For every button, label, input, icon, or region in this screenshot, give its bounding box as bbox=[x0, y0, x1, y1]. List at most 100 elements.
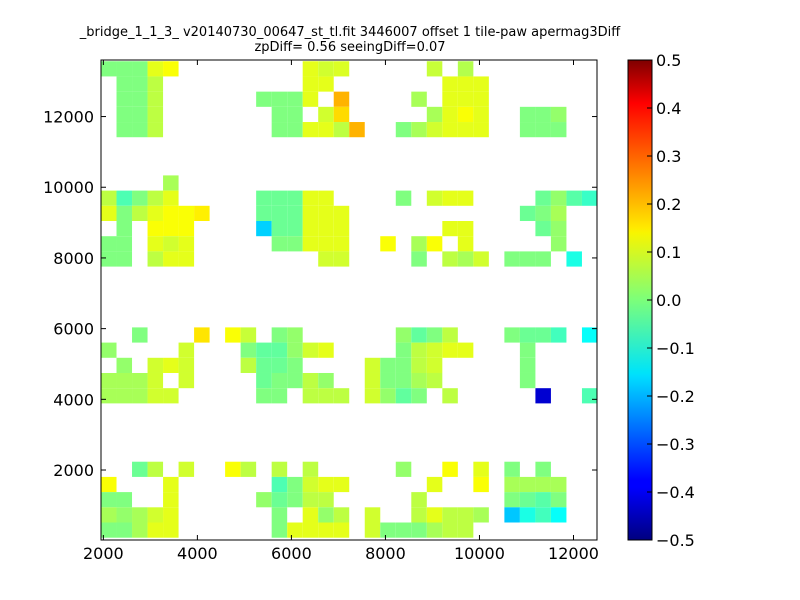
heatmap-cell bbox=[504, 327, 520, 343]
heatmap-cell bbox=[271, 122, 288, 138]
heatmap-cell bbox=[426, 507, 443, 523]
heatmap-cell bbox=[101, 372, 117, 389]
heatmap-cell bbox=[178, 205, 195, 222]
heatmap-cell bbox=[535, 122, 551, 138]
heatmap-cell bbox=[364, 507, 381, 523]
heatmap-cell bbox=[519, 492, 536, 508]
heatmap-cell bbox=[426, 106, 443, 123]
heatmap-cell bbox=[271, 388, 288, 404]
heatmap-cell bbox=[535, 492, 551, 508]
heatmap-cell bbox=[163, 61, 179, 77]
heatmap-cell bbox=[550, 507, 567, 523]
heatmap-cell bbox=[318, 492, 334, 508]
heatmap-cell bbox=[318, 507, 334, 523]
heatmap-cell bbox=[550, 205, 567, 222]
heatmap-cell bbox=[318, 522, 334, 538]
heatmap-cell bbox=[256, 190, 272, 206]
colorbar-tick-label: −0.5 bbox=[656, 531, 695, 550]
heatmap-cell bbox=[101, 507, 117, 523]
heatmap-cell bbox=[256, 342, 272, 358]
heatmap-cell bbox=[163, 205, 179, 222]
heatmap-cell bbox=[318, 106, 334, 123]
heatmap-cell bbox=[256, 388, 272, 404]
heatmap-cell bbox=[302, 372, 319, 389]
heatmap-cell bbox=[116, 251, 133, 267]
heatmap-cell bbox=[287, 106, 303, 123]
heatmap-cell bbox=[147, 106, 164, 123]
heatmap-cell bbox=[411, 327, 427, 343]
heatmap-cell bbox=[504, 461, 520, 477]
heatmap-cell bbox=[163, 388, 179, 404]
heatmap-cell bbox=[411, 522, 427, 538]
heatmap-cell bbox=[426, 190, 443, 206]
heatmap-cell bbox=[457, 342, 474, 358]
heatmap-cell bbox=[132, 122, 148, 138]
heatmap-cell bbox=[163, 175, 179, 191]
heatmap-cell bbox=[411, 236, 427, 252]
heatmap-cell bbox=[302, 190, 319, 206]
heatmap-cell bbox=[426, 476, 443, 493]
heatmap-cell bbox=[333, 236, 350, 252]
heatmap-cell bbox=[101, 251, 117, 267]
heatmap-cell bbox=[550, 492, 567, 508]
heatmap-cell bbox=[147, 122, 164, 138]
heatmap-cell bbox=[535, 461, 551, 477]
y-tick-label: 2000 bbox=[53, 461, 94, 480]
heatmap-cell bbox=[240, 461, 257, 477]
heatmap-cell bbox=[271, 327, 288, 343]
heatmap-cell bbox=[302, 507, 319, 523]
heatmap-cell bbox=[132, 507, 148, 523]
heatmap-cell bbox=[302, 205, 319, 222]
heatmap-cell bbox=[519, 251, 536, 267]
heatmap-cell bbox=[287, 492, 303, 508]
heatmap-cell bbox=[116, 221, 133, 237]
heatmap-cell bbox=[147, 461, 164, 477]
colorbar-tick-label: −0.3 bbox=[656, 435, 695, 454]
colorbar-tick-label: 0.5 bbox=[656, 51, 681, 70]
heatmap-cell bbox=[132, 372, 148, 389]
heatmap-cell bbox=[194, 205, 210, 222]
heatmap-cell bbox=[271, 205, 288, 222]
heatmap-cell bbox=[426, 327, 443, 343]
heatmap-cell bbox=[550, 221, 567, 237]
heatmap-cell bbox=[271, 476, 288, 493]
heatmap-cell bbox=[116, 106, 133, 123]
heatmap-cell bbox=[116, 76, 133, 92]
heatmap-cell bbox=[287, 327, 303, 343]
heatmap-cell bbox=[271, 91, 288, 107]
heatmap-cell bbox=[442, 122, 458, 138]
heatmap-cell bbox=[550, 327, 567, 343]
heatmap-cell bbox=[380, 372, 396, 389]
heatmap-cell bbox=[519, 122, 536, 138]
heatmap-cell bbox=[147, 221, 164, 237]
heatmap-cell bbox=[426, 522, 443, 538]
heatmap-cell bbox=[147, 205, 164, 222]
heatmap-cell bbox=[287, 221, 303, 237]
heatmap-cell bbox=[318, 61, 334, 77]
heatmap-cell bbox=[519, 205, 536, 222]
heatmap-cell bbox=[581, 327, 597, 343]
heatmap-cell bbox=[550, 122, 567, 138]
heatmap-cell bbox=[101, 522, 117, 538]
heatmap-cell bbox=[364, 372, 381, 389]
heatmap-cell bbox=[147, 388, 164, 404]
heatmap-cell bbox=[132, 461, 148, 477]
heatmap-cell bbox=[442, 461, 458, 477]
heatmap-cell bbox=[256, 221, 272, 237]
heatmap-cell bbox=[333, 205, 350, 222]
heatmap-cell bbox=[302, 76, 319, 92]
heatmap-cell bbox=[132, 388, 148, 404]
colorbar-tick-label: −0.2 bbox=[656, 387, 695, 406]
heatmap-cell bbox=[147, 357, 164, 373]
heatmap-cell bbox=[581, 388, 597, 404]
heatmap-cell bbox=[411, 492, 427, 508]
heatmap-cell bbox=[318, 342, 334, 358]
colorbar-tick-label: 0.4 bbox=[656, 99, 681, 118]
x-tick-label: 12000 bbox=[548, 544, 599, 563]
heatmap-cell bbox=[271, 236, 288, 252]
heatmap-cell bbox=[535, 251, 551, 267]
heatmap-cell bbox=[318, 476, 334, 493]
heatmap-cell bbox=[194, 327, 210, 343]
heatmap-cell bbox=[116, 388, 133, 404]
heatmap-cell bbox=[473, 106, 489, 123]
